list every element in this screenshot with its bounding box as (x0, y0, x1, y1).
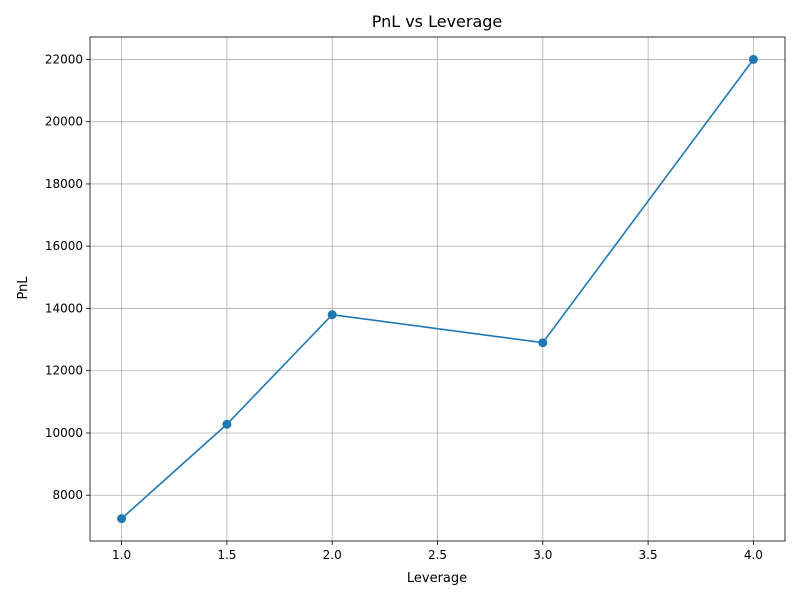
x-tick-label: 1.5 (217, 548, 236, 562)
chart-title: PnL vs Leverage (372, 12, 503, 31)
data-point-marker (327, 310, 337, 320)
series-layer (117, 54, 758, 524)
y-tick-label: 14000 (45, 301, 83, 315)
x-tick-label: 3.0 (533, 548, 552, 562)
grid-lines (90, 37, 785, 541)
y-tick-label: 16000 (45, 239, 83, 253)
axis-ticks: 1.0 1.5 2.0 2.5 3.0 3.5 4.0 8000 10000 12000 14000… (45, 52, 763, 562)
data-point-marker (222, 419, 232, 429)
y-tick-label: 20000 (45, 115, 83, 129)
y-tick-label: 10000 (45, 426, 83, 440)
y-tick-label: 12000 (45, 364, 83, 378)
y-tick-label: 18000 (45, 177, 83, 191)
x-tick-label: 1.0 (112, 548, 131, 562)
data-point-marker (748, 54, 758, 64)
y-tick-label: 8000 (52, 488, 83, 502)
y-axis-label: PnL (16, 276, 31, 300)
x-tick-label: 2.0 (323, 548, 342, 562)
plot-area-frame (89, 36, 786, 542)
x-tick-label: 2.5 (428, 548, 447, 562)
data-point-marker (538, 338, 548, 348)
y-tick-label: 22000 (45, 52, 83, 66)
x-axis-label: Leverage (407, 571, 467, 586)
data-point-marker (117, 514, 127, 524)
x-tick-label: 4.0 (744, 548, 763, 562)
x-tick-label: 3.5 (639, 548, 658, 562)
